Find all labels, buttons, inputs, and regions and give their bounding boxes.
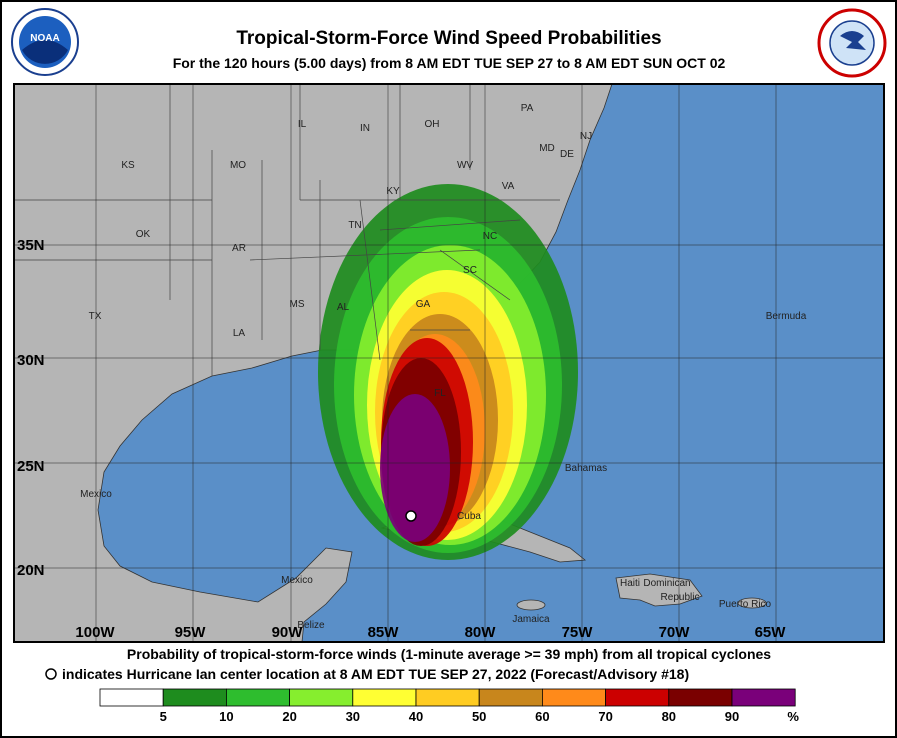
place-label: Cuba (457, 511, 481, 522)
place-label: MS (290, 299, 305, 310)
probability-contours (318, 184, 578, 560)
place-label: LA (233, 328, 246, 339)
place-label: IN (360, 123, 370, 134)
legend-swatch (99, 688, 164, 707)
footer-line-1: Probability of tropical-storm-force wind… (127, 646, 771, 662)
land-puerto-rico (737, 597, 767, 609)
land-jamaica (516, 599, 546, 611)
place-label: KY (386, 186, 400, 197)
latitude-label: 30N (17, 352, 45, 369)
footer-line-2: indicates Hurricane Ian center location … (62, 666, 689, 682)
longitude-label: 65W (755, 624, 787, 641)
subtitle: For the 120 hours (5.00 days) from 8 AM … (173, 55, 726, 71)
latitude-label: 25N (17, 458, 45, 475)
legend-swatch (415, 688, 480, 707)
place-label: Jamaica (512, 614, 550, 625)
place-label: Haiti (620, 578, 640, 589)
longitude-label: 95W (175, 624, 207, 641)
place-label: NJ (580, 131, 592, 142)
graticule (14, 84, 884, 642)
legend-label: 80 (662, 709, 676, 724)
legend-swatch (668, 688, 733, 707)
longitude-label: 75W (562, 624, 594, 641)
place-label: SC (463, 265, 477, 276)
legend-label: 30 (346, 709, 360, 724)
place-label: KS (121, 160, 135, 171)
legend-swatch (225, 688, 290, 707)
place-label: Bahamas (565, 463, 607, 474)
legend-label: 40 (409, 709, 423, 724)
place-label: PA (521, 103, 534, 114)
place-label: OK (136, 229, 151, 240)
legend-label: 20 (282, 709, 296, 724)
longitude-label: 70W (659, 624, 691, 641)
longitude-label: 100W (75, 624, 115, 641)
place-label: Mexico (80, 489, 112, 500)
place-label: Belize (297, 620, 325, 631)
place-label: Republic (661, 592, 700, 603)
legend: 5 10 20 30 40 50 60 70 80 90% (99, 688, 799, 724)
place-label: Bermuda (766, 311, 807, 322)
place-label: Mexico (281, 575, 313, 586)
map: KS MO IL IN OH PA NJ MD DE WV VA KY TN NC OK AR SC GA MS AL… (14, 84, 884, 642)
legend-swatch (289, 688, 354, 707)
place-label: TX (89, 311, 102, 322)
place-label: Puerto Rico (719, 599, 772, 610)
title: Tropical-Storm-Force Wind Speed Probabil… (236, 28, 661, 49)
place-label: WV (457, 160, 473, 171)
legend-swatch (605, 688, 670, 707)
longitude-label: 90W (272, 624, 304, 641)
place-label: TN (348, 220, 361, 231)
longitude-label: 80W (465, 624, 497, 641)
place-label: MO (230, 160, 246, 171)
place-label: FL (434, 388, 446, 399)
contour (380, 394, 450, 542)
logo-text: NOAA (30, 33, 59, 44)
storm-center (405, 510, 417, 522)
legend-label: 50 (472, 709, 486, 724)
legend-unit: % (787, 709, 799, 724)
legend-swatch (542, 688, 607, 707)
place-label: GA (416, 299, 431, 310)
place-label: Dominican (643, 578, 690, 589)
legend-label: 60 (535, 709, 549, 724)
legend-swatch (352, 688, 417, 707)
latitude-label: 20N (17, 562, 45, 579)
place-label: VA (502, 181, 515, 192)
legend-swatch (162, 688, 227, 707)
noaa-logo: NOAA (11, 8, 79, 76)
latitude-label: 35N (17, 237, 45, 254)
nws-logo (817, 8, 887, 78)
place-label: MD (539, 143, 555, 154)
place-label: AR (232, 243, 246, 254)
center-symbol (45, 668, 57, 680)
longitude-label: 85W (368, 624, 400, 641)
land-hispaniola (615, 573, 703, 607)
legend-label: 90 (725, 709, 739, 724)
legend-label: 70 (598, 709, 612, 724)
legend-label: 10 (219, 709, 233, 724)
place-label: OH (425, 119, 440, 130)
state-borders (14, 84, 560, 376)
place-label: AL (337, 302, 350, 313)
legend-swatch (731, 688, 796, 707)
map-border (13, 83, 885, 643)
place-label: NC (483, 231, 497, 242)
legend-label: 5 (160, 709, 167, 724)
place-label: DE (560, 149, 574, 160)
place-label: IL (298, 119, 307, 130)
legend-swatch (478, 688, 543, 707)
